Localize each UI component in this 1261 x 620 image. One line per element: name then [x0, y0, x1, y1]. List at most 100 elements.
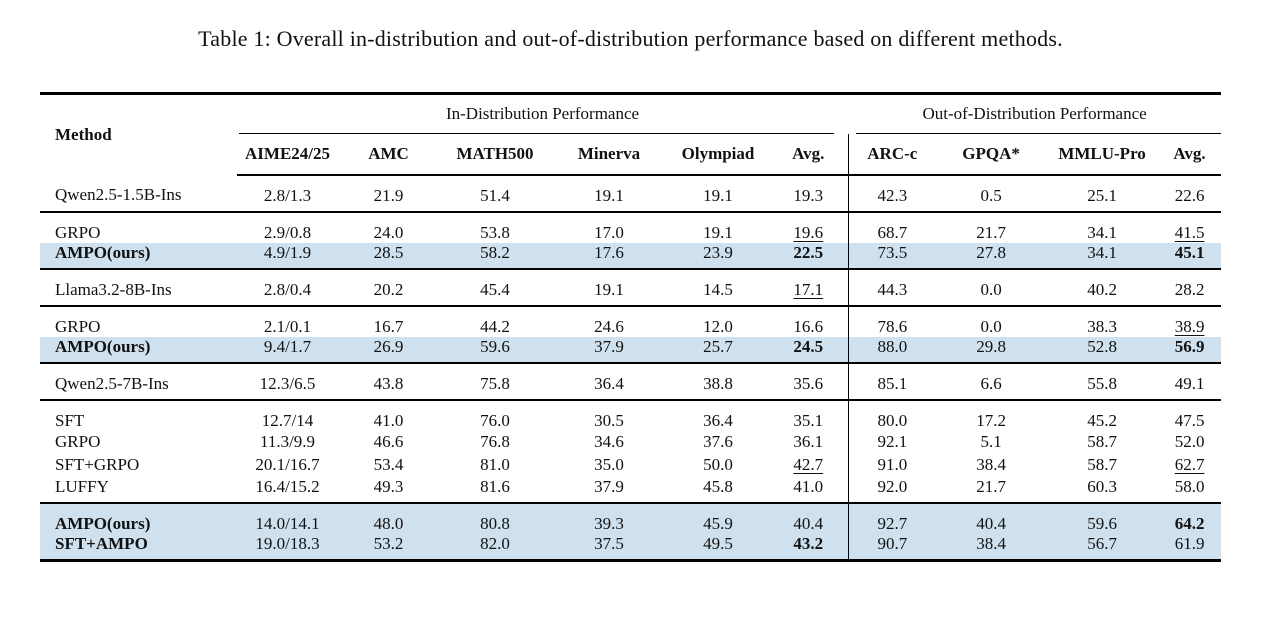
table-row: Qwen2.5-7B-Ins 12.3/6.5 43.8 75.8 36.4 38.8 35… — [40, 361, 1222, 400]
value-text: 22.6 — [1174, 185, 1205, 205]
value-cell: 28.5 — [338, 242, 439, 269]
group-header-in-distribution: In-Distribution Performance — [237, 94, 848, 134]
value-text: 81.6 — [480, 476, 510, 496]
value-text: 30.5 — [594, 410, 624, 430]
value-cell: 58.2 — [439, 242, 551, 269]
value-cell: 16.7 — [338, 304, 439, 337]
value-cell: 19.1 — [667, 210, 769, 243]
value-text: 42.3 — [877, 185, 908, 205]
value-text: 14.5 — [703, 279, 733, 299]
value-text: 20.2 — [373, 279, 404, 299]
value-cell: 82.0 — [439, 533, 551, 560]
value-text: 38.4 — [976, 533, 1006, 553]
value-text: 0.0 — [980, 316, 1002, 336]
value-cell: 39.3 — [551, 501, 667, 534]
value-cell: 2.1/0.1 — [237, 304, 338, 337]
value-text: 35.1 — [793, 410, 824, 430]
value-text: 12.3/6.5 — [259, 373, 316, 393]
value-text: 62.7 — [1174, 455, 1205, 474]
value-text: 21.7 — [976, 476, 1006, 496]
value-text: 41.0 — [373, 410, 404, 430]
value-cell: 47.5 — [1158, 398, 1222, 431]
value-cell: 23.9 — [667, 242, 769, 269]
value-text: 49.1 — [1174, 373, 1205, 393]
value-text: 36.4 — [703, 410, 733, 430]
value-text: 47.5 — [1174, 410, 1205, 430]
value-text: 37.6 — [703, 432, 733, 451]
value-cell: 92.1 — [847, 430, 937, 454]
value-cell: 5.1 — [936, 431, 1046, 454]
value-text: 45.2 — [1087, 410, 1117, 430]
value-text: 45.1 — [1174, 242, 1205, 262]
table-row: GRPO 11.3/9.9 46.6 76.8 34.6 37.6 36.1 92.1 5.1 5… — [40, 430, 1221, 454]
value-text: 21.9 — [373, 185, 404, 205]
value-cell: 59.6 — [439, 336, 551, 363]
value-cell: 17.1 — [769, 267, 849, 306]
value-cell: 24.6 — [551, 304, 667, 337]
value-cell: 38.3 — [1046, 304, 1159, 337]
value-text: 2.1/0.1 — [263, 316, 312, 336]
value-text: 16.4/15.2 — [255, 476, 320, 496]
value-text: 73.5 — [877, 242, 908, 262]
value-cell: 16.4/15.2 — [237, 477, 338, 503]
value-text: 19.6 — [793, 222, 824, 242]
value-cell: 60.3 — [1046, 477, 1158, 503]
value-text: 92.1 — [877, 432, 908, 451]
column-header-math500: MATH500 — [439, 133, 551, 176]
value-text: 17.6 — [594, 242, 624, 262]
value-cell: 22.5 — [769, 242, 849, 269]
value-text: 19.1 — [703, 222, 733, 242]
value-text: 19.1 — [703, 185, 733, 205]
value-text: 28.2 — [1174, 279, 1205, 299]
value-cell: 4.9/1.9 — [237, 242, 338, 269]
value-text: 29.8 — [976, 336, 1006, 356]
value-cell: 49.5 — [667, 533, 769, 560]
value-cell: 73.5 — [847, 242, 937, 269]
value-cell: 38.9 — [1158, 304, 1222, 337]
value-cell: 24.5 — [769, 336, 849, 363]
value-cell: 6.6 — [936, 361, 1047, 400]
value-text: 24.5 — [793, 336, 824, 356]
value-cell: 35.6 — [769, 361, 849, 400]
method-cell: SFT — [40, 398, 237, 431]
value-cell: 34.1 — [1046, 242, 1159, 269]
value-cell: 41.0 — [338, 398, 439, 431]
method-cell: AMPO(ours) — [40, 501, 237, 534]
value-cell: 41.5 — [1158, 210, 1222, 243]
value-text: 56.9 — [1174, 336, 1205, 356]
value-text: 23.9 — [703, 242, 733, 262]
value-cell: 56.7 — [1046, 533, 1159, 560]
value-text: 12.7/14 — [261, 410, 314, 430]
value-cell: 44.2 — [439, 304, 551, 337]
value-text: 24.0 — [373, 222, 404, 242]
value-text: 45.8 — [703, 476, 733, 496]
value-cell: 50.0 — [667, 454, 769, 477]
value-cell: 59.6 — [1046, 501, 1159, 534]
value-cell: 36.1 — [769, 431, 848, 454]
value-text: 28.5 — [373, 242, 404, 262]
value-text: 4.9/1.9 — [263, 242, 312, 262]
value-cell: 45.8 — [667, 477, 769, 503]
value-text: 68.7 — [877, 222, 908, 242]
value-text: 48.0 — [373, 513, 404, 533]
value-cell: 24.0 — [338, 210, 439, 243]
value-text: 35.0 — [594, 455, 624, 474]
value-text: 19.1 — [594, 185, 624, 205]
value-text: 58.7 — [1087, 455, 1117, 474]
value-text: 51.4 — [480, 185, 510, 205]
value-text: 81.0 — [480, 455, 510, 474]
column-header-gpqa: GPQA* — [936, 133, 1047, 176]
value-cell: 37.5 — [551, 533, 667, 560]
column-header-mmlu-pro: MMLU-Pro — [1046, 133, 1159, 176]
column-header-method: Method — [55, 124, 112, 144]
value-text: 53.2 — [373, 533, 404, 553]
value-cell: 19.3 — [769, 175, 848, 212]
column-header-minerva: Minerva — [551, 133, 667, 176]
value-cell: 12.3/6.5 — [237, 361, 338, 400]
method-cell: GRPO — [40, 210, 237, 243]
value-text: 40.4 — [976, 513, 1006, 533]
value-text: 5.1 — [980, 432, 1002, 451]
value-cell: 0.0 — [936, 267, 1047, 306]
value-cell: 17.2 — [936, 398, 1047, 431]
table-row: SFT+AMPO 19.0/18.3 53.2 82.0 37.5 49.5 43.2 90.… — [40, 533, 1222, 560]
